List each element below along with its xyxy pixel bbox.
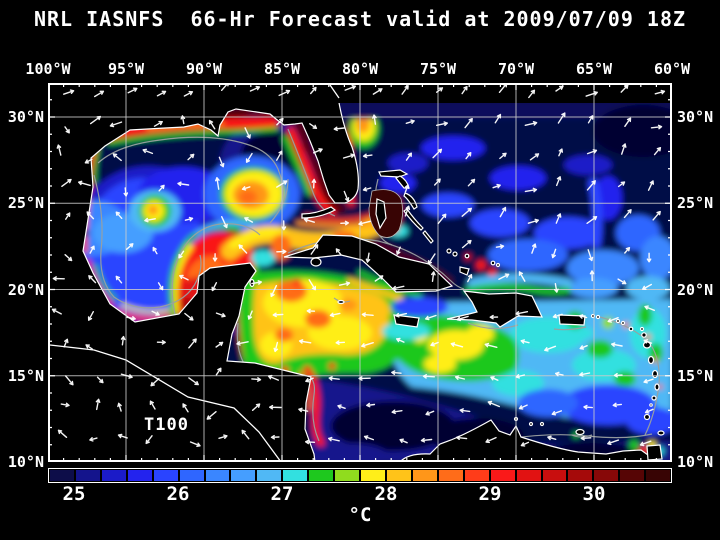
colorbar-cell xyxy=(646,470,671,481)
field-label: T100 xyxy=(144,415,189,435)
colorbar-cell xyxy=(283,470,308,481)
land-mayaguana xyxy=(464,253,470,259)
colorbar-cell xyxy=(50,470,74,481)
land-anguilla xyxy=(615,318,621,324)
lon-tick-label: 85°W xyxy=(263,60,301,78)
colorbar-cell xyxy=(516,470,541,481)
land-abaco xyxy=(395,175,410,189)
lat-tick-label: 20°N xyxy=(677,280,714,299)
lat-tick-label: 30°N xyxy=(7,108,44,126)
lat-tick-label: 25°N xyxy=(7,194,44,213)
lat-tick-label: 25°N xyxy=(677,194,714,213)
land-virgin-is xyxy=(595,314,601,320)
lat-tick-label: 10°N xyxy=(677,453,714,471)
land-martinique xyxy=(651,369,659,379)
colorbar-unit: °C xyxy=(348,504,372,526)
land-florida-keys xyxy=(301,206,337,219)
land-grand-bahama xyxy=(378,169,409,178)
land-bonaire xyxy=(539,421,545,427)
land-andros xyxy=(375,198,387,230)
lon-tick-label: 95°W xyxy=(107,60,145,78)
lon-tick-label: 80°W xyxy=(341,60,379,78)
land-st-kitts xyxy=(628,326,634,332)
colorbar-cell xyxy=(361,470,385,481)
lon-tick-label: 65°W xyxy=(575,60,613,78)
colorbar-cell xyxy=(335,470,360,481)
velocity-vector-arrows xyxy=(51,83,666,447)
land-isla-juventud xyxy=(310,257,322,267)
land-dominica xyxy=(647,355,655,365)
colorbar-cell xyxy=(438,470,463,481)
land-margarita xyxy=(575,428,585,436)
graticule xyxy=(48,83,672,462)
lat-tick-label: 10°N xyxy=(7,453,44,471)
land-hispaniola xyxy=(446,290,543,328)
figure-title: NRL IASNFS 66-Hr Forecast valid at 2009/… xyxy=(33,7,687,31)
colorbar-cell xyxy=(101,470,126,481)
colorbar-tick-label: 26 xyxy=(166,483,190,505)
land-tobago xyxy=(657,430,665,436)
colorbar-tick-label: 27 xyxy=(270,483,294,505)
lon-tick-label: 100°W xyxy=(25,60,71,78)
colorbar-cell xyxy=(412,470,437,481)
land-exuma xyxy=(403,208,424,231)
lon-tick-label: 90°W xyxy=(185,60,223,78)
colorbar-cell xyxy=(542,470,567,481)
colorbar-cell xyxy=(205,470,230,481)
land-long-island xyxy=(422,230,434,244)
land-grenadines xyxy=(649,403,653,407)
map-canvas: T100 xyxy=(48,83,672,462)
colorbar-tick-label: 25 xyxy=(62,483,86,505)
land-st-vincent xyxy=(651,395,657,401)
lat-tick-label: 15°N xyxy=(677,366,714,385)
se-us-coastline xyxy=(329,84,340,99)
lon-tick-label: 60°W xyxy=(653,60,691,78)
colorbar-cell xyxy=(309,470,334,481)
land-turks xyxy=(490,260,496,266)
colorbar-cell xyxy=(386,470,411,481)
colorbar-cell xyxy=(257,470,282,481)
land-puerto-rico xyxy=(558,314,586,326)
colorbar xyxy=(48,468,672,483)
land-antigua xyxy=(641,332,647,338)
land-st-martin xyxy=(620,320,626,326)
land-curacao xyxy=(528,421,534,427)
lat-tick-label: 20°N xyxy=(7,280,44,299)
colorbar-cell xyxy=(75,470,100,481)
colorbar-cell xyxy=(153,470,178,481)
lon-tick-label: 70°W xyxy=(497,60,535,78)
colorbar-cell xyxy=(490,470,515,481)
land-south-america xyxy=(399,419,652,462)
pacific-coastline xyxy=(49,344,282,462)
colorbar-cell xyxy=(127,470,152,481)
colorbar-cell xyxy=(231,470,256,481)
map-border xyxy=(48,83,672,462)
colorbar-cell xyxy=(594,470,619,481)
lon-tick-label: 75°W xyxy=(419,60,457,78)
colorbar-cell xyxy=(179,470,204,481)
colorbar-tick-label: 28 xyxy=(374,483,398,505)
colorbar-tick-label: 30 xyxy=(582,483,606,505)
colorbar-cell xyxy=(464,470,489,481)
land-grenada xyxy=(643,413,651,421)
land-inagua xyxy=(459,266,470,276)
land-acklins xyxy=(452,251,458,257)
lat-tick-label: 30°N xyxy=(677,108,714,126)
land-caicos xyxy=(495,262,501,268)
land-jamaica xyxy=(393,314,420,328)
land-eleuthera xyxy=(403,192,418,210)
land-cuba xyxy=(283,234,454,293)
land-st-lucia xyxy=(654,383,660,391)
colorbar-cell xyxy=(568,470,593,481)
land-trinidad xyxy=(646,444,663,461)
colorbar-tick-label: 29 xyxy=(478,483,502,505)
lat-tick-label: 15°N xyxy=(7,366,44,385)
land-barbuda xyxy=(639,326,645,332)
colorbar-cell xyxy=(620,470,645,481)
land-crooked xyxy=(446,248,452,254)
land-cayman xyxy=(337,299,345,305)
